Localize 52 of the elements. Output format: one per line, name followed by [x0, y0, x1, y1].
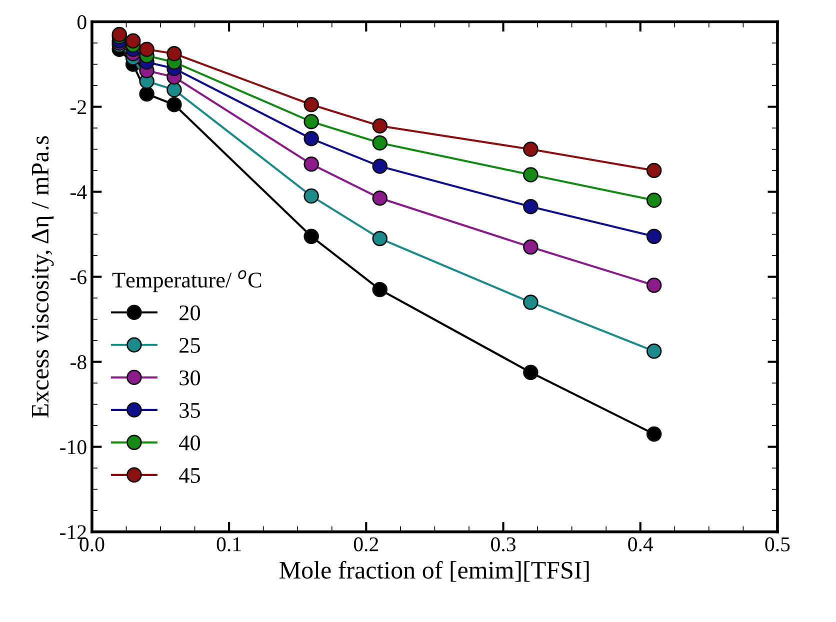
point	[372, 118, 388, 134]
point	[523, 142, 538, 157]
point	[646, 426, 662, 442]
point	[304, 114, 319, 130]
x-tick-label: 0.0	[80, 537, 104, 552]
point	[139, 42, 154, 58]
x-tick-label: 0.2	[354, 537, 378, 552]
y-tick-label: -2	[70, 100, 86, 114]
legend-label: 40	[179, 435, 200, 450]
x-tick-label: 0.5	[765, 537, 790, 552]
point	[372, 190, 388, 206]
point	[646, 228, 662, 244]
x-axis-title: Mole fraction of [emim][TFSI]	[280, 560, 589, 582]
point	[304, 188, 319, 204]
point	[523, 199, 538, 214]
x-tick-label: 0.4	[628, 537, 654, 552]
point	[523, 167, 538, 182]
point	[304, 131, 319, 146]
point	[304, 228, 319, 244]
point	[646, 278, 662, 293]
legend-title: Temperature/ $^{o}$C	[112, 270, 262, 292]
y-tick-label: 0	[77, 15, 86, 30]
point	[523, 364, 538, 380]
y-tick-label: -4	[70, 185, 87, 200]
point	[166, 46, 182, 62]
point	[304, 156, 319, 172]
point	[304, 97, 319, 112]
legend-label: 35	[180, 402, 200, 418]
point	[646, 192, 662, 208]
y-tick-label: -8	[70, 355, 86, 370]
point	[372, 135, 388, 151]
y-tick-label: -10	[60, 440, 86, 454]
legend-label: 20	[180, 305, 200, 320]
point	[523, 294, 538, 310]
x-tick-label: 0.3	[491, 537, 516, 552]
point	[646, 162, 662, 178]
point	[372, 230, 388, 246]
point	[125, 33, 141, 49]
point	[166, 97, 182, 112]
legend-label: 25	[180, 338, 200, 353]
point	[523, 239, 538, 255]
point	[646, 344, 662, 359]
x-tick-label: 0.1	[216, 537, 241, 552]
point	[139, 86, 154, 102]
point	[372, 282, 388, 298]
point	[372, 158, 388, 174]
legend-label: 45	[179, 468, 200, 483]
y-tick-label: -12	[60, 525, 86, 540]
y-axis-title: Excess viscosity, Δη / mPa.s	[32, 136, 54, 418]
y-tick-label: -6	[70, 270, 86, 284]
legend-label: 30	[180, 370, 200, 386]
point	[166, 82, 182, 98]
